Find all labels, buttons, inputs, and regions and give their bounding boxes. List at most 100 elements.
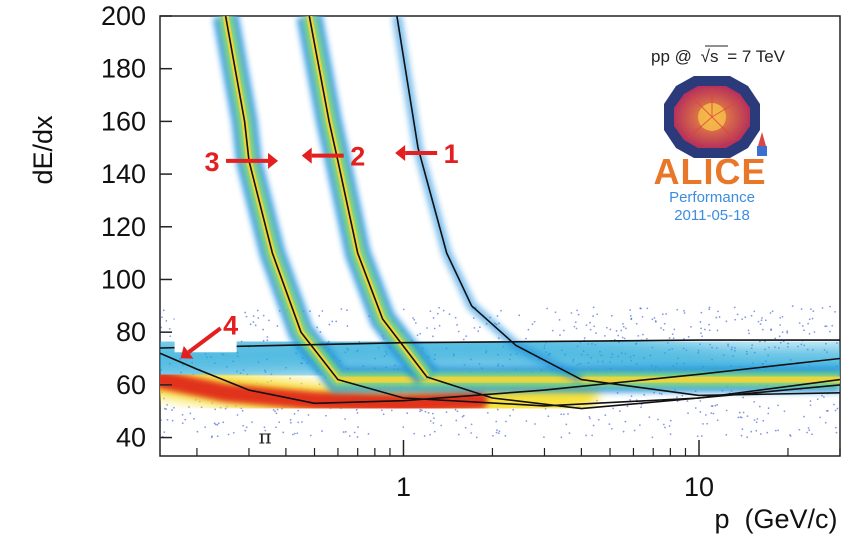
speckle bbox=[669, 433, 672, 436]
speckle bbox=[340, 308, 343, 310]
speckle bbox=[781, 331, 784, 334]
annotations: 1 2 3 4 π bbox=[174, 139, 459, 449]
speckle bbox=[739, 416, 742, 419]
speckle bbox=[778, 335, 781, 338]
speckle bbox=[276, 325, 279, 327]
speckle bbox=[811, 433, 813, 436]
speckle bbox=[694, 407, 697, 409]
speckle bbox=[161, 316, 163, 319]
speckle bbox=[648, 416, 651, 419]
speckle bbox=[683, 312, 686, 314]
speckle bbox=[200, 406, 203, 409]
speckle bbox=[764, 340, 766, 343]
speckle bbox=[624, 420, 627, 423]
speckle bbox=[344, 430, 347, 433]
speckle bbox=[807, 427, 810, 429]
speckle bbox=[755, 421, 758, 424]
speckle bbox=[165, 408, 168, 411]
speckle bbox=[662, 328, 665, 331]
speckle bbox=[774, 337, 777, 340]
speckle bbox=[252, 321, 255, 323]
speckle bbox=[244, 311, 247, 314]
speckle bbox=[589, 417, 591, 420]
speckle bbox=[188, 406, 190, 408]
speckle bbox=[769, 312, 772, 314]
speckle bbox=[733, 306, 736, 309]
speckle bbox=[779, 316, 782, 319]
speckle bbox=[436, 312, 439, 315]
speckle bbox=[189, 412, 192, 415]
speckle bbox=[716, 403, 719, 406]
speckle bbox=[699, 321, 702, 323]
speckle bbox=[708, 308, 711, 311]
speckle bbox=[547, 415, 550, 418]
speckle bbox=[224, 407, 227, 410]
speckle bbox=[289, 421, 292, 424]
speckle bbox=[534, 423, 536, 425]
speckle bbox=[809, 400, 812, 402]
speckle bbox=[658, 392, 661, 395]
speckle bbox=[593, 325, 596, 328]
speckle bbox=[346, 325, 349, 327]
speckle bbox=[162, 309, 165, 312]
speckle bbox=[824, 325, 827, 328]
speckle bbox=[839, 305, 840, 308]
speckle bbox=[699, 400, 702, 402]
speckle bbox=[800, 308, 803, 310]
speckle bbox=[321, 430, 323, 432]
speckle bbox=[615, 330, 618, 332]
speckle bbox=[777, 429, 779, 432]
speckle bbox=[577, 313, 580, 316]
speckle bbox=[166, 403, 169, 406]
speckle bbox=[204, 426, 207, 429]
speckle bbox=[823, 396, 825, 398]
speckle bbox=[402, 426, 405, 429]
speckle bbox=[576, 309, 578, 312]
speckle bbox=[651, 436, 654, 439]
speckle bbox=[496, 429, 498, 432]
speckle bbox=[492, 434, 494, 437]
speckle bbox=[297, 421, 300, 424]
legend-energy: = 7 TeV bbox=[727, 47, 785, 66]
series-curve-1 bbox=[224, 16, 840, 407]
speckle bbox=[807, 322, 810, 325]
speckle bbox=[704, 414, 707, 416]
speckle bbox=[687, 412, 689, 415]
speckle bbox=[263, 426, 266, 429]
speckle bbox=[786, 331, 789, 334]
alice-logo-block: pp @ √s = 7 TeV ALICE Performance 2011-0… bbox=[651, 45, 786, 224]
speckle bbox=[829, 305, 832, 308]
speckle bbox=[592, 315, 595, 317]
speckle bbox=[654, 320, 657, 322]
alice-logo-text: ALICE bbox=[654, 151, 767, 192]
speckle bbox=[700, 332, 702, 335]
speckle bbox=[554, 311, 557, 314]
speckle bbox=[767, 407, 770, 410]
speckle bbox=[251, 421, 253, 424]
y-tick-label: 80 bbox=[116, 317, 146, 347]
speckle bbox=[574, 321, 577, 324]
speckle bbox=[629, 309, 632, 311]
speckle bbox=[618, 410, 621, 412]
legend-sqrt: √s bbox=[701, 47, 719, 66]
speckle bbox=[653, 317, 656, 319]
speckle bbox=[661, 313, 664, 316]
speckle bbox=[741, 318, 744, 321]
speckle bbox=[829, 330, 831, 333]
speckle bbox=[518, 314, 521, 317]
speckle bbox=[432, 422, 435, 424]
speckle bbox=[470, 423, 473, 426]
speckle bbox=[791, 305, 794, 307]
speckle bbox=[448, 313, 451, 316]
speckle bbox=[497, 432, 500, 435]
speckle bbox=[756, 418, 759, 420]
speckle bbox=[738, 411, 741, 414]
speckle bbox=[242, 424, 245, 427]
speckle bbox=[736, 313, 739, 316]
speckle bbox=[812, 310, 815, 313]
speckle bbox=[275, 426, 277, 429]
speckle bbox=[827, 410, 829, 412]
speckle bbox=[668, 425, 671, 427]
x-tick-label: 10 bbox=[684, 472, 714, 502]
